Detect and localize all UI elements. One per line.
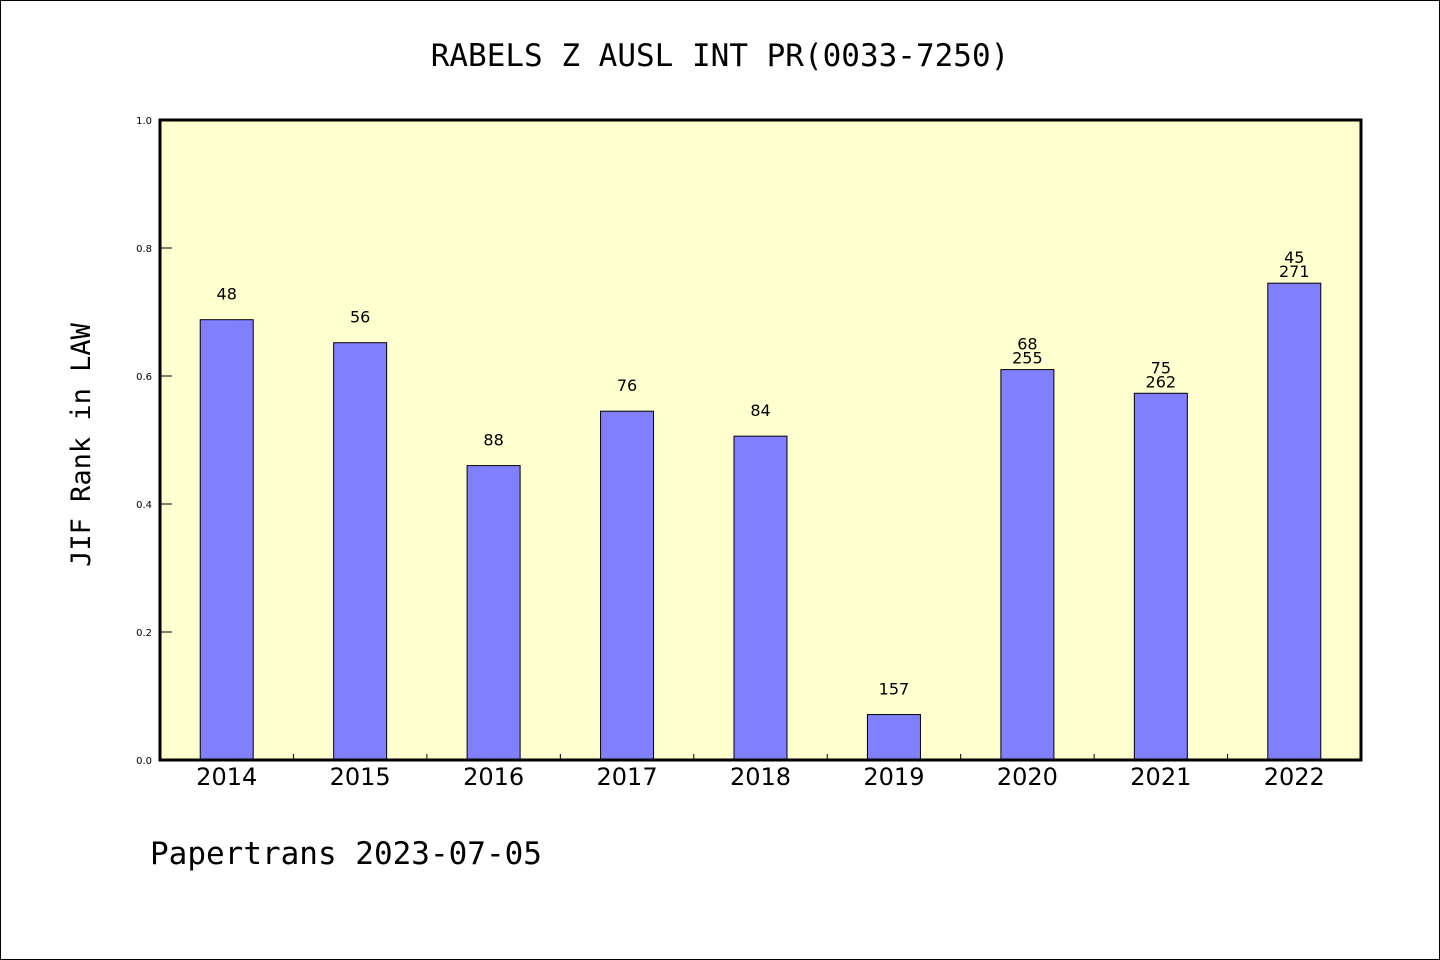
y-tick-label-5: 1.0	[136, 116, 152, 127]
bar-2017	[600, 410, 655, 761]
chart-title: RABELS Z AUSL INT PR(0033-7250)	[431, 38, 1010, 74]
y-axis-label: JIF Rank in LAW	[66, 322, 97, 567]
data-label-2022-2: 271	[1279, 262, 1310, 281]
data-label-2020-2: 255	[1012, 349, 1043, 368]
data-label-2021-1: 75	[1151, 358, 1171, 377]
data-label-2020-1: 68	[1017, 335, 1037, 354]
x-tick-label-2016: 2016	[463, 763, 524, 791]
y-tick-label-0: 0.0	[136, 756, 152, 767]
bar-2021	[1133, 392, 1188, 761]
plot-border	[158, 118, 1363, 762]
bars	[199, 282, 1322, 761]
y-tick-labels: 0.0 0.2 0.4 0.6 0.8 1.0	[136, 116, 152, 767]
x-tick-labels: 2014 2015 2016 2017 2018 2019 2020 2021 2022	[196, 763, 1325, 791]
y-tick-label-4: 0.8	[136, 244, 152, 255]
data-label-2017-1: 76	[617, 376, 637, 395]
x-tick-label-2014: 2014	[196, 763, 257, 791]
x-tick-label-2015: 2015	[330, 763, 391, 791]
x-tick-label-2021: 2021	[1130, 763, 1191, 791]
bar-2015	[333, 342, 388, 761]
data-label-2021-2: 262	[1146, 372, 1177, 391]
data-label-2022-1: 45	[1284, 248, 1304, 267]
data-label-2015-1: 56	[350, 308, 370, 327]
data-label-2014-1: 48	[217, 285, 237, 304]
data-label-2019-1: 157	[879, 680, 910, 699]
y-tick-label-3: 0.6	[136, 372, 152, 383]
bar-2018	[733, 435, 788, 761]
x-tick-label-2018: 2018	[730, 763, 791, 791]
data-label-2016-1: 88	[483, 431, 503, 450]
bar-2016	[466, 465, 521, 761]
x-tick-label-2020: 2020	[997, 763, 1058, 791]
footer-text: Papertrans 2023-07-05	[150, 836, 542, 872]
bar-2020	[1000, 369, 1055, 761]
bar-2022	[1267, 282, 1322, 761]
y-tick-label-2: 0.4	[136, 500, 152, 511]
data-label-2018-1: 84	[750, 401, 770, 420]
x-tick-label-2019: 2019	[863, 763, 924, 791]
y-tick-label-1: 0.2	[136, 628, 152, 639]
bar-2014	[199, 319, 254, 761]
x-tick-label-2017: 2017	[597, 763, 658, 791]
bar-2019	[866, 714, 921, 761]
x-tick-label-2022: 2022	[1264, 763, 1325, 791]
